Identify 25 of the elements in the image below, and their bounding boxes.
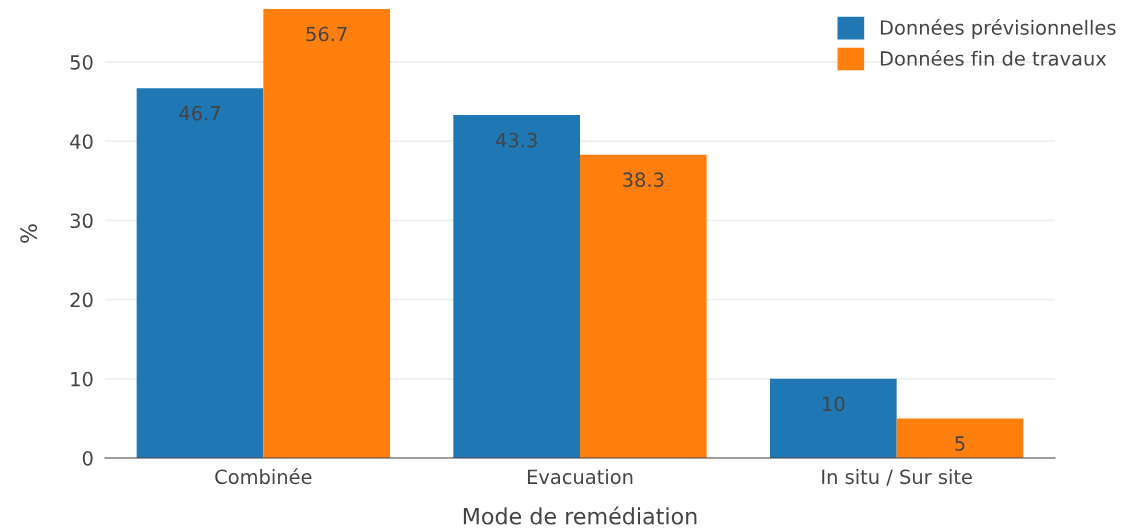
y-tick-label: 20 bbox=[70, 292, 93, 308]
legend-label: Données fin de travaux bbox=[880, 49, 1107, 66]
data-label: 10 bbox=[823, 396, 845, 412]
x-tick-label: Evacuation bbox=[527, 469, 633, 485]
y-tick-label: 50 bbox=[70, 55, 93, 70]
bar bbox=[770, 378, 897, 458]
bar bbox=[896, 418, 1024, 458]
x-tick-label: In situ / Sur site bbox=[822, 469, 972, 486]
data-label: 43.3 bbox=[495, 132, 537, 148]
y-tick-label: 40 bbox=[70, 134, 93, 149]
legend-label: Données prévisionnelles bbox=[880, 19, 1116, 39]
y-axis-title: % bbox=[20, 224, 38, 243]
x-tick-label: Combinée bbox=[215, 468, 312, 485]
bar bbox=[136, 88, 264, 458]
bar bbox=[580, 154, 707, 458]
x-axis-title: Mode de remédiation bbox=[463, 506, 697, 525]
y-tick-label: 30 bbox=[70, 213, 93, 229]
y-tick-label: 10 bbox=[71, 371, 93, 387]
data-label: 38.3 bbox=[623, 172, 664, 188]
y-tick-label: 0 bbox=[82, 450, 93, 466]
data-label: 46.7 bbox=[179, 105, 220, 121]
data-label: 56.7 bbox=[306, 26, 347, 42]
bar bbox=[453, 115, 580, 458]
data-label: 5 bbox=[955, 436, 965, 451]
bar bbox=[263, 9, 390, 458]
